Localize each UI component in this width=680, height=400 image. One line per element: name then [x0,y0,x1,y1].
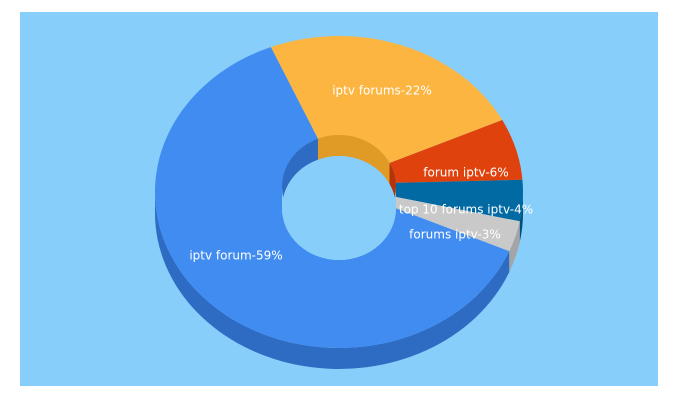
donut-chart: iptv forums-22% forum iptv-6% top 10 forum… [155,35,533,369]
slice-iptv-forum[interactable] [155,47,510,349]
slice-iptv-forums[interactable] [270,35,503,164]
slice-forum-iptv[interactable] [389,120,523,183]
slice-side-forums-iptv [509,221,520,273]
slice-side-top-10-forums-iptv [519,192,523,243]
hole-far-wall-iptv-forums [317,134,390,185]
slice-label-top-10-forums-iptv: top 10 forums iptv-4% [399,203,533,217]
hole-far-wall-iptv-forum [282,138,318,208]
slice-forums-iptv[interactable] [391,196,520,252]
hole-far-wall-forum-iptv [389,163,396,204]
chart-panel: iptv forums-22% forum iptv-6% top 10 forum… [20,12,658,386]
slice-top-10-forums-iptv[interactable] [394,179,523,222]
slice-label-iptv-forum: iptv forum-59% [189,249,282,263]
slice-label-forums-iptv: forums iptv-3% [409,228,501,242]
slice-label-forum-iptv: forum iptv-6% [423,166,508,180]
donut-hole-center [282,156,396,260]
slice-label-iptv-forums: iptv forums-22% [332,84,432,98]
